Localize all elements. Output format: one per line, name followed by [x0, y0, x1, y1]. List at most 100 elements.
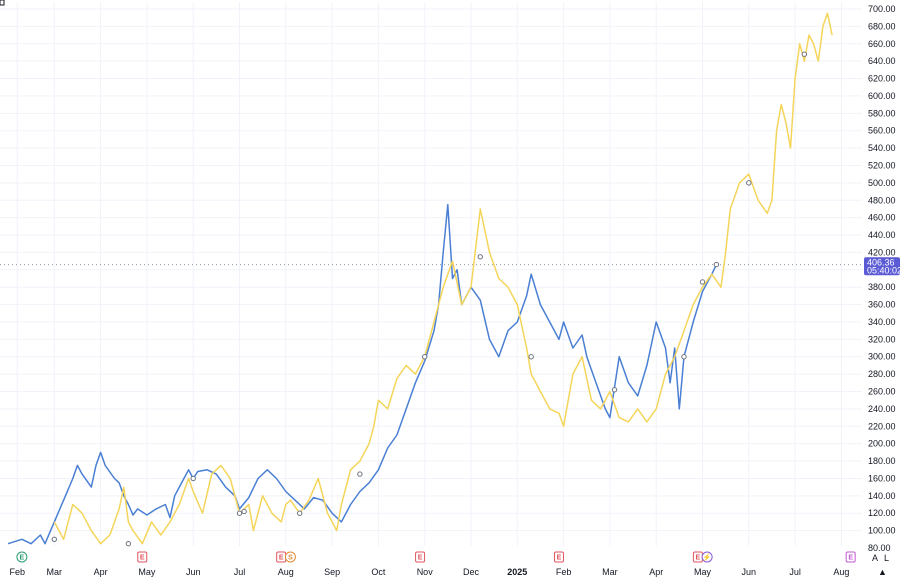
price-axis[interactable]: 80.00 100.00 120.00 140.00 160.00 180.00 200.0… [868, 4, 896, 553]
x-tick-label: 2025 [507, 567, 527, 577]
x-tick-label: Oct [371, 567, 386, 577]
event-marker-badge [16, 551, 28, 563]
event-marker[interactable]: E [692, 551, 703, 563]
data-point-marker [699, 279, 706, 285]
x-tick-label: Jul [234, 567, 246, 577]
event-marker-letter: E [557, 555, 562, 562]
y-tick-label: 560.00 [868, 126, 896, 136]
event-marker-letter: E [848, 555, 853, 562]
price-tag-background [864, 257, 900, 276]
y-tick-label: 340.00 [868, 317, 896, 327]
y-tick-label: 240.00 [868, 404, 896, 414]
x-tick-label: Jul [789, 567, 801, 577]
x-tick-label: Aug [278, 567, 294, 577]
y-tick-label: 680.00 [868, 21, 896, 31]
event-marker[interactable]: E [137, 551, 148, 563]
event-marker-letter: S [288, 555, 293, 562]
event-marker-letter: E [418, 555, 423, 562]
y-tick-label: 280.00 [868, 369, 896, 379]
y-tick-label: 440.00 [868, 230, 896, 240]
data-point-marker [125, 540, 132, 547]
series-line-2 [53, 12, 833, 545]
x-tick-label: Jun [186, 567, 201, 577]
x-tick-label: Apr [649, 567, 663, 577]
event-markers: E E E S E E E ⚡ E [16, 551, 856, 563]
x-tick-label: Sep [324, 567, 340, 577]
x-tick-label: Nov [417, 567, 434, 577]
data-point-marker [611, 387, 618, 393]
x-tick-label: May [138, 567, 156, 577]
event-marker-badge [553, 551, 564, 563]
collapse-icon[interactable]: ▲ [878, 567, 887, 577]
y-tick-label: 520.00 [868, 160, 896, 170]
event-marker[interactable]: E [415, 551, 426, 563]
y-tick-label: 700.00 [868, 4, 896, 14]
data-point-marker [357, 471, 363, 477]
data-point-marker [528, 354, 534, 360]
y-tick-label: 100.00 [868, 526, 896, 536]
y-tick-label: 320.00 [868, 334, 896, 344]
log-scale-button[interactable]: L [884, 553, 889, 563]
event-marker-letter: E [140, 555, 145, 562]
scale-controls: A L ▲ [872, 553, 889, 577]
data-point-marker [746, 180, 752, 186]
event-marker-badge [415, 551, 426, 563]
data-point-marker [422, 354, 428, 360]
y-tick-label: 580.00 [868, 108, 896, 118]
time-axis[interactable]: Feb Mar Apr May Jun Jul Aug Sep Oct Nov Dec 2025 Feb… [10, 567, 850, 577]
data-point-marker [477, 254, 483, 260]
corner-marker [0, 0, 5, 6]
y-tick-label: 460.00 [868, 213, 896, 223]
y-tick-label: 500.00 [868, 178, 896, 188]
event-marker-letter: E [696, 555, 701, 562]
event-marker-letter: E [20, 555, 25, 562]
x-tick-label: Mar [602, 567, 618, 577]
event-marker-badge [284, 551, 296, 563]
data-point-marker [190, 475, 196, 482]
y-tick-label: 380.00 [868, 282, 896, 292]
event-marker[interactable]: E [276, 551, 287, 563]
auto-scale-button[interactable]: A [872, 553, 878, 563]
data-point-marker [713, 261, 720, 268]
data-point-marker [51, 536, 57, 543]
x-tick-label: Jun [742, 567, 757, 577]
y-tick-label: 620.00 [868, 74, 896, 84]
y-tick-label: 540.00 [868, 143, 896, 153]
data-point-marker [236, 510, 243, 516]
x-tick-label: Apr [94, 567, 108, 577]
y-tick-label: 160.00 [868, 473, 896, 483]
price-tag-value: 406.36 [867, 257, 895, 267]
data-point-marker [296, 510, 303, 516]
y-tick-label: 640.00 [868, 56, 896, 66]
x-tick-label: Dec [463, 567, 480, 577]
series-layer [7, 12, 833, 545]
event-marker[interactable]: S [284, 551, 296, 563]
y-tick-label: 260.00 [868, 387, 896, 397]
y-tick-label: 200.00 [868, 439, 896, 449]
event-marker-badge [701, 551, 713, 563]
event-marker[interactable]: E [553, 551, 564, 563]
event-marker[interactable]: E [845, 551, 856, 563]
data-point-marker [241, 508, 247, 515]
y-tick-label: 300.00 [868, 352, 896, 362]
chart-grid [0, 0, 862, 546]
x-tick-label: Feb [10, 567, 26, 577]
y-tick-label: 660.00 [868, 39, 896, 49]
price-tag-time: 05:40:02 [867, 265, 900, 275]
event-marker[interactable]: E [16, 551, 28, 563]
event-marker[interactable]: ⚡ [701, 551, 713, 563]
data-point-marker [681, 354, 687, 360]
event-marker-letter: ⚡ [703, 553, 712, 562]
y-tick-label: 140.00 [868, 491, 896, 501]
y-tick-label: 480.00 [868, 195, 896, 205]
x-tick-label: Aug [833, 567, 849, 577]
point-markers [51, 51, 808, 547]
event-marker-badge [137, 551, 148, 563]
y-tick-label: 80.00 [868, 543, 891, 553]
x-tick-label: Mar [47, 567, 63, 577]
x-tick-label: Feb [556, 567, 572, 577]
y-tick-label: 360.00 [868, 300, 896, 310]
data-point-marker [801, 51, 808, 57]
y-tick-label: 600.00 [868, 91, 896, 101]
